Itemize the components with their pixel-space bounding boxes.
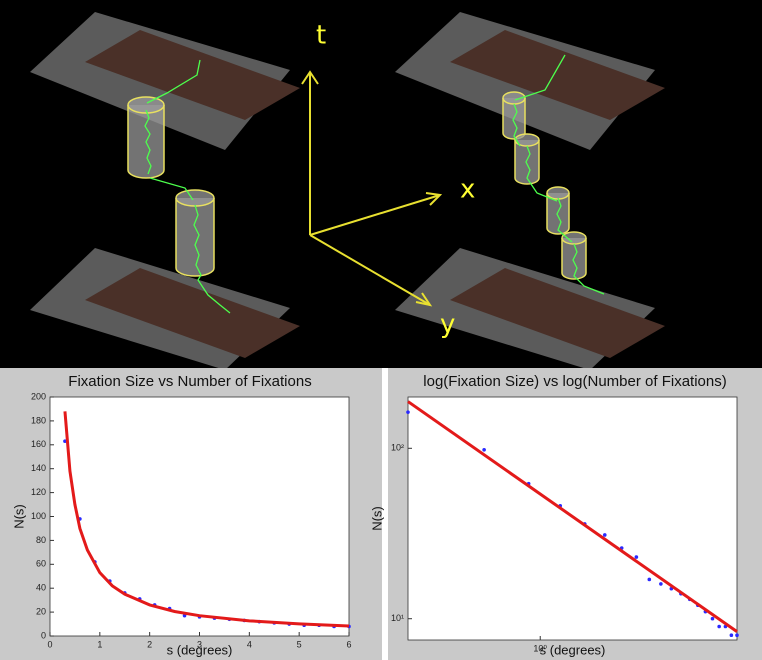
y-tick-label: 10² [391,443,404,453]
cylinder-top [562,232,586,244]
data-point [659,582,663,586]
data-point [406,410,410,414]
y-tick-label: 120 [31,487,46,497]
y-tick-label: 40 [36,583,46,593]
data-point [603,533,607,537]
cylinder-top [176,190,214,206]
x-axis-label: s (degrees) [540,642,606,657]
data-point [730,633,734,637]
x-tick-label: 3 [197,639,202,649]
plot-area [50,397,349,636]
data-point [635,555,639,559]
y-axis-label: N(s) [11,504,26,529]
cylinder-top [547,187,569,199]
y-tick-label: 100 [31,511,46,521]
axis-label-x: x [460,175,475,205]
y-tick-label: 200 [31,391,46,401]
y-tick-label: 10¹ [391,613,404,623]
axis-label-t: t [316,21,326,51]
x-tick-label: 2 [147,639,152,649]
chart-title: Fixation Size vs Number of Fixations [68,373,311,390]
data-point [735,633,739,637]
axis-label-y: y [440,310,455,340]
x-tick-label: 4 [247,639,252,649]
y-tick-label: 0 [41,630,46,640]
x-tick-label: 0 [47,639,52,649]
y-tick-label: 60 [36,559,46,569]
y-tick-label: 80 [36,535,46,545]
x-tick-label: 6 [346,639,351,649]
cylinder [176,198,214,276]
chart-title: log(Fixation Size) vs log(Number of Fixa… [423,373,726,390]
y-tick-label: 20 [36,606,46,616]
data-point [711,617,715,621]
y-axis-label: N(s) [369,506,384,531]
data-point [648,578,652,582]
x-tick-label: 5 [297,639,302,649]
y-tick-label: 140 [31,463,46,473]
y-tick-label: 160 [31,439,46,449]
y-tick-label: 180 [31,415,46,425]
x-tick-label: 10⁰ [533,643,547,653]
x-tick-label: 1 [97,639,102,649]
data-point [717,625,721,629]
data-point [482,448,486,452]
plot-area [408,397,737,640]
figure: t x y Fixation Size vs Number of Fixatio… [0,0,762,660]
